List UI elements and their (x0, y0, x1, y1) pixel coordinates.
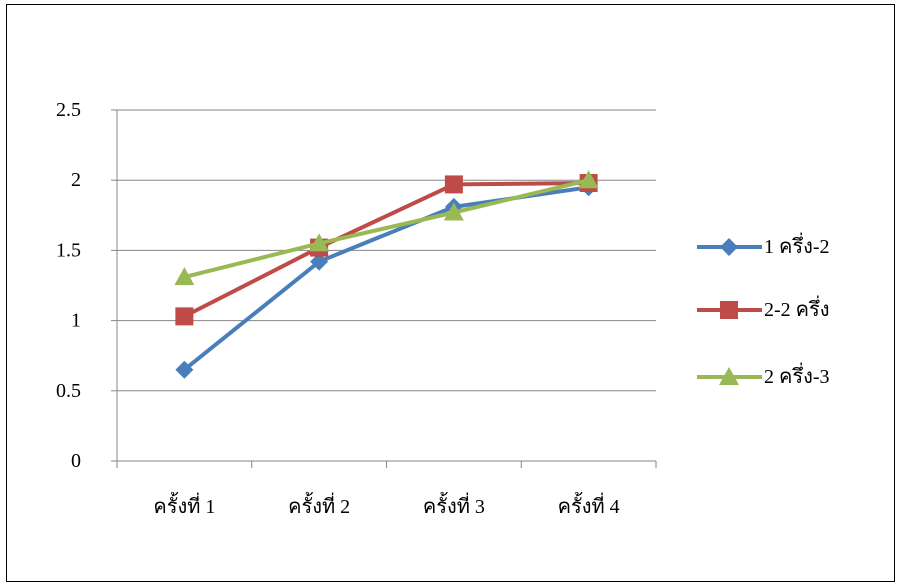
data-point (444, 175, 463, 194)
data-point (578, 170, 599, 189)
x-tick-label: ครั้งที่ 3 (423, 492, 485, 518)
legend-item: 1 ครึ่ง-2 (697, 232, 830, 258)
axes (111, 109, 657, 468)
series-line (183, 181, 589, 319)
data-point (174, 267, 195, 286)
y-tick-label: 0 (71, 450, 81, 472)
series-group (174, 170, 599, 379)
y-tick-label: 2 (71, 169, 81, 191)
legend-item: 2 ครึ่ง-3 (697, 362, 830, 388)
series-3 (174, 170, 599, 286)
legend-item: 2-2 ครึ่ง (697, 295, 830, 321)
legend-marker (720, 238, 738, 256)
x-tick-label: ครั้งที่ 4 (558, 492, 620, 518)
y-tick-labels: 0 0.5 1 1.5 2 2.5 (56, 99, 81, 472)
series-1 (175, 178, 598, 379)
legend-marker (720, 301, 738, 319)
legend-marker (719, 367, 739, 385)
legend-label: 2 ครึ่ง-3 (764, 362, 830, 388)
series-line (183, 178, 590, 280)
data-point (175, 307, 194, 326)
gridlines (117, 109, 656, 392)
chart-frame (6, 4, 895, 582)
data-point (175, 360, 194, 379)
x-tick-labels: ครั้งที่ 1 ครั้งที่ 2 ครั้งที่ 3 ครั้งที่ 4 (153, 492, 619, 518)
y-tick-label: 0.5 (56, 380, 81, 402)
data-point (310, 252, 329, 271)
legend-label: 2-2 ครึ่ง (764, 295, 830, 321)
data-point (443, 202, 464, 221)
y-tick-label: 2.5 (56, 99, 81, 121)
y-tick-label: 1 (71, 310, 81, 332)
data-point (309, 233, 330, 252)
x-tick-label: ครั้งที่ 2 (288, 492, 350, 518)
legend-label: 1 ครึ่ง-2 (764, 232, 830, 258)
y-tick-label: 1.5 (56, 239, 81, 261)
legend: 1 ครึ่ง-2 2-2 ครึ่ง 2 ครึ่ง-3 (697, 232, 830, 388)
x-tick-label: ครั้งที่ 1 (153, 492, 215, 518)
